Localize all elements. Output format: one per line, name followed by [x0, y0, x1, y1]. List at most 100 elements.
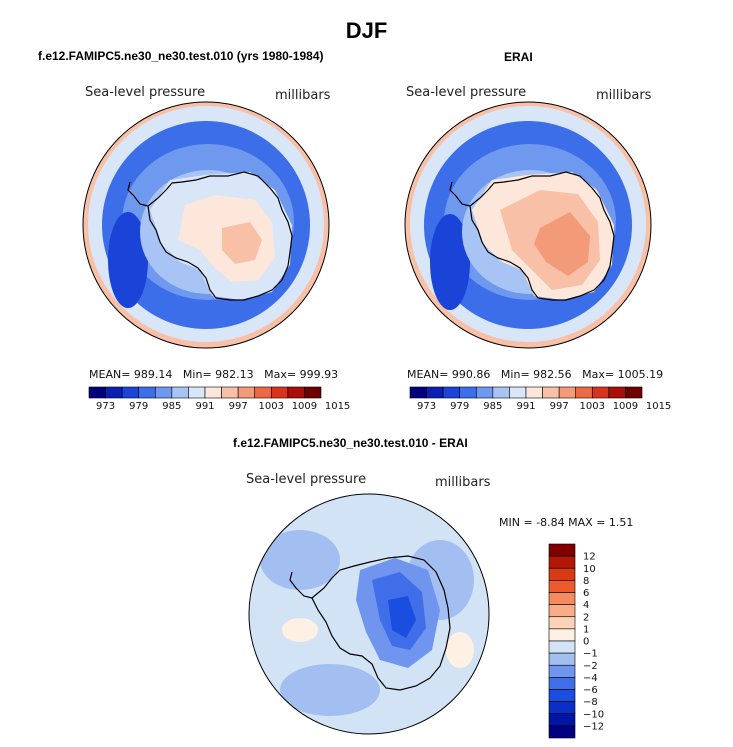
colorbar-swatch	[171, 386, 189, 399]
panel2-max-value: 1005.19	[617, 368, 664, 381]
panel2-mean-value: 990.86	[451, 368, 491, 381]
panel2-trough	[430, 214, 470, 310]
colorbar-tick-label: 4	[583, 600, 589, 611]
colorbar-tick-label: 991	[516, 401, 535, 412]
panel1-max-value: 999.93	[299, 368, 339, 381]
colorbar-tick-label: 973	[417, 401, 436, 412]
colorbar-swatch	[548, 592, 576, 605]
panel3-map	[249, 494, 489, 734]
colorbar-tick-label: 997	[550, 401, 569, 412]
panel1-left-label: Sea-level pressure	[85, 85, 206, 100]
colorbar-swatch	[138, 386, 156, 399]
figure-title: DJF	[345, 18, 388, 43]
panel2-colorbar: 973 979 985 991 997 1003 1009 1015	[409, 386, 671, 412]
panel1-mean-label: MEAN=	[89, 368, 131, 381]
panel1-map-border	[82, 101, 330, 349]
colorbar-tick-label: 6	[583, 588, 589, 599]
colorbar-tick-label: 1	[583, 624, 589, 635]
colorbar-tick-label: 1009	[292, 401, 317, 412]
colorbar-swatch	[525, 386, 543, 399]
panel2-title: ERAI	[504, 50, 533, 64]
colorbar-tick-label: 10	[583, 564, 596, 575]
colorbar-swatch	[548, 628, 576, 642]
panel3-left-label: Sea-level pressure	[246, 472, 367, 487]
panel1-colorbar: 973 979 985 991 997 1003 1009 1015	[88, 386, 350, 412]
colorbar-swatch	[548, 543, 576, 557]
panel3-max-label: MAX =	[568, 516, 606, 529]
panel1-coastline	[147, 171, 293, 301]
panel1-stats: MEAN= 989.14 Min= 982.13 Max= 999.93	[89, 368, 338, 381]
colorbar-swatch	[548, 616, 576, 630]
colorbar-tick-label: 1009	[613, 401, 638, 412]
panel2-map-border	[404, 101, 652, 349]
colorbar-swatch	[492, 386, 510, 399]
colorbar-tick-label: −12	[583, 721, 604, 732]
panel3-peninsula	[289, 571, 313, 599]
colorbar-swatch	[204, 386, 222, 399]
panel1-max-label: Max=	[264, 368, 297, 381]
colorbar-swatch	[548, 725, 576, 739]
colorbar-swatch	[548, 555, 576, 569]
colorbar-swatch	[548, 652, 576, 666]
colorbar-tick-label: 991	[195, 401, 214, 412]
panel3-weak-negative-a	[260, 530, 340, 590]
colorbar-swatch	[625, 386, 643, 399]
panel1-map	[83, 102, 329, 348]
colorbar-tick-label: 979	[450, 401, 469, 412]
panel1-mean-value: 989.14	[133, 368, 173, 381]
panel3-map-border	[248, 493, 490, 735]
panel1-high-core	[222, 222, 262, 264]
colorbar-swatch	[548, 701, 576, 715]
colorbar-tick-label: −8	[583, 697, 598, 708]
panel3-min-value: -8.84	[536, 516, 565, 529]
colorbar-tick-label: 979	[129, 401, 148, 412]
colorbar-swatch	[509, 386, 527, 399]
panel3-max-value: 1.51	[608, 516, 634, 529]
panel1-min-label: Min=	[182, 368, 212, 381]
colorbar-swatch	[121, 386, 140, 399]
panel3-coastline	[311, 555, 451, 691]
colorbar-tick-label: 985	[483, 401, 502, 412]
panel3-stats: MIN = -8.84 MAX = 1.51	[499, 516, 633, 529]
panel3-positive-patch-a	[282, 618, 318, 642]
colorbar-swatch	[542, 386, 560, 399]
colorbar-tick-label: −2	[583, 661, 598, 672]
colorbar-swatch	[548, 677, 576, 690]
colorbar-swatch	[608, 386, 626, 399]
colorbar-tick-label: −1	[583, 649, 598, 660]
panel1-peninsula	[127, 181, 149, 207]
colorbar-swatch	[105, 386, 123, 399]
panel3-min-label: MIN =	[499, 516, 533, 529]
colorbar-tick-label: −6	[583, 685, 598, 696]
colorbar-swatch	[591, 386, 610, 399]
colorbar-swatch	[88, 386, 106, 399]
colorbar-swatch	[426, 386, 444, 399]
colorbar-tick-label: 1015	[646, 401, 671, 412]
panel1-min-value: 982.13	[215, 368, 254, 381]
panel2-map	[405, 102, 651, 348]
colorbar-swatch	[548, 580, 576, 593]
colorbar-tick-label: 985	[162, 401, 181, 412]
colorbar-swatch	[409, 386, 427, 399]
panel3-positive-patch-b	[446, 632, 474, 668]
colorbar-swatch	[548, 640, 576, 654]
colorbar-swatch	[304, 386, 322, 399]
colorbar-tick-label: 12	[583, 552, 596, 563]
panel2-mean-label: MEAN=	[407, 368, 449, 381]
panel3-title: f.e12.FAMIPC5.ne30_ne30.test.010 - ERAI	[233, 436, 468, 450]
colorbar-swatch	[548, 567, 576, 581]
colorbar-tick-label: 1003	[580, 401, 605, 412]
panel3-right-label: millibars	[435, 475, 491, 490]
colorbar-swatch	[442, 386, 461, 399]
colorbar-swatch	[237, 386, 256, 399]
panel2-coastline	[469, 171, 615, 301]
colorbar-tick-label: 1015	[325, 401, 350, 412]
colorbar-swatch	[459, 386, 477, 399]
colorbar-swatch	[558, 386, 577, 399]
panel1-trough	[108, 212, 148, 308]
panel2-min-label: Min=	[500, 368, 530, 381]
panel2-max-label: Max=	[582, 368, 615, 381]
panel3-negative-center	[388, 596, 416, 638]
colorbar-swatch	[548, 664, 576, 678]
